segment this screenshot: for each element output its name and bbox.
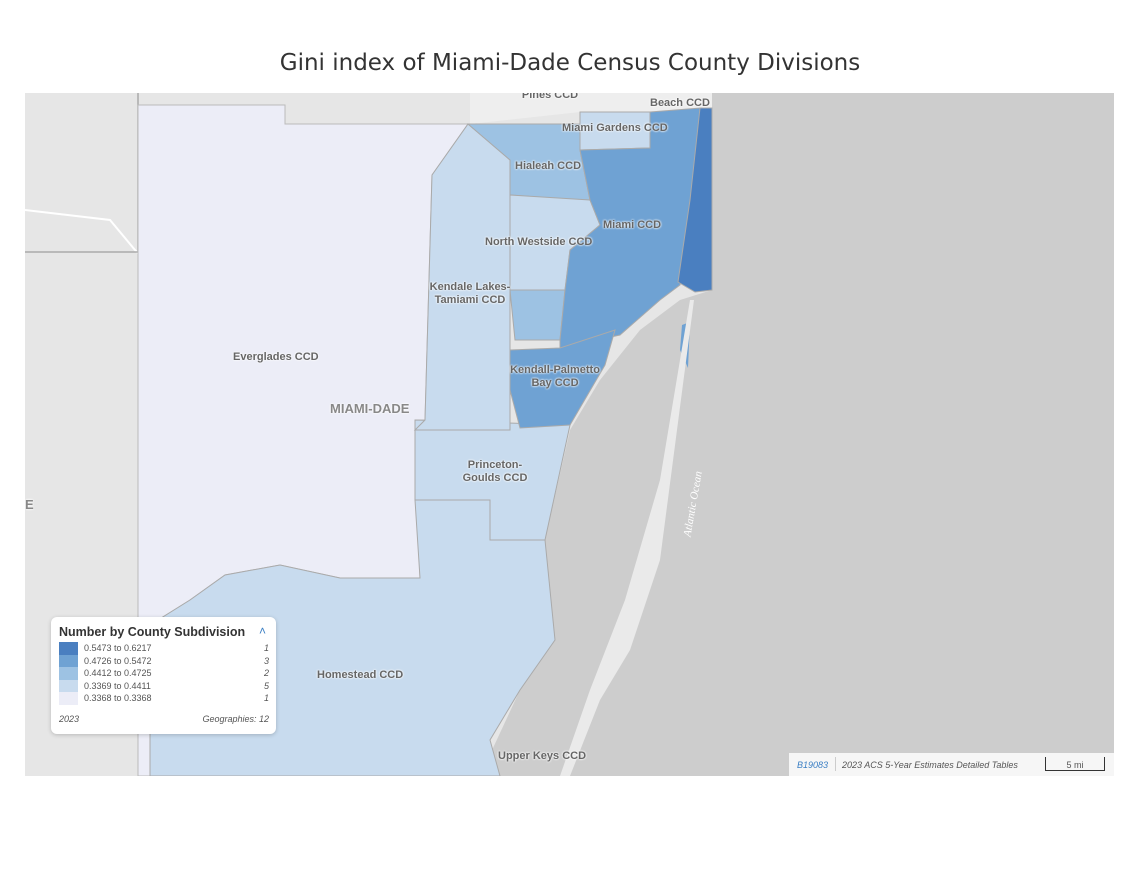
region-kendall-palmetto-bay[interactable]: [509, 329, 616, 429]
collapse-chevron-icon[interactable]: ˄: [258, 624, 266, 638]
land-north: [470, 93, 712, 124]
legend: Number by County Subdivision ˄ 0.5473 to…: [51, 617, 276, 734]
legend-count: 1: [263, 643, 269, 653]
label-kendall: Kendall-Palmetto Bay CCD: [510, 364, 600, 389]
label-miami: Miami CCD: [603, 219, 662, 231]
legend-range: 0.4412 to 0.4725: [84, 668, 152, 679]
legend-range: 0.3368 to 0.3368: [84, 693, 152, 704]
label-princeton: Princeton- Goulds CCD: [462, 459, 528, 484]
label-pines: Pines CCD: [521, 93, 579, 101]
region-coastal-high[interactable]: [677, 107, 713, 293]
label-homestead: Homestead CCD: [317, 669, 404, 681]
label-hialeah: Hialeah CCD: [515, 160, 582, 172]
label-miami-gardens: Miami Gardens CCD: [562, 122, 668, 134]
legend-row: 0.4412 to 0.4725 2: [59, 667, 269, 680]
label-everglades: Everglades CCD: [233, 351, 319, 363]
scale-bar: 5 mi: [1045, 757, 1105, 771]
label-upper-keys: Upper Keys CCD: [498, 750, 587, 762]
legend-range: 0.3369 to 0.4411: [84, 680, 151, 691]
choropleth-map[interactable]: Pines CCD Beach CCD Miami Gardens CCD Hi…: [25, 93, 1114, 776]
source-text: 2023 ACS 5-Year Estimates Detailed Table…: [842, 760, 1018, 770]
legend-range: 0.4726 to 0.5472: [84, 655, 152, 666]
label-beach: Beach CCD: [650, 97, 710, 109]
attribution-bar: B19083 2023 ACS 5-Year Estimates Detaile…: [789, 753, 1114, 776]
legend-row: 0.4726 to 0.5472 3: [59, 654, 269, 668]
legend-swatch: [59, 654, 78, 668]
legend-year: 2023: [59, 714, 80, 724]
legend-swatch: [59, 679, 78, 693]
label-north-westside: North Westside CCD: [485, 236, 593, 248]
label-kendale: Kendale Lakes- Tamiami CCD: [429, 281, 511, 306]
legend-swatch: [59, 642, 78, 655]
legend-row: 0.3368 to 0.3368 1: [59, 692, 269, 705]
label-edge: E: [25, 497, 34, 512]
table-code-link[interactable]: B19083: [797, 760, 829, 770]
legend-geographies: Geographies: 12: [202, 714, 269, 724]
legend-swatch: [59, 692, 78, 705]
legend-row: 0.5473 to 0.6217 1: [59, 642, 269, 655]
map-title: Gini index of Miami-Dade Census County D…: [279, 50, 861, 76]
legend-title: Number by County Subdivision: [59, 625, 246, 639]
legend-count: 5: [263, 680, 269, 691]
legend-count: 3: [263, 655, 269, 666]
map-canvas: [25, 93, 713, 776]
region-west-small[interactable]: [509, 289, 566, 341]
legend-range: 0.5473 to 0.6217: [84, 643, 152, 653]
divider: [835, 757, 836, 771]
legend-count: 2: [263, 668, 269, 679]
legend-swatch: [59, 667, 78, 680]
legend-row: 0.3369 to 0.4411 5: [59, 679, 269, 693]
label-county: MIAMI-DADE: [330, 401, 410, 416]
legend-count: 1: [263, 693, 269, 704]
